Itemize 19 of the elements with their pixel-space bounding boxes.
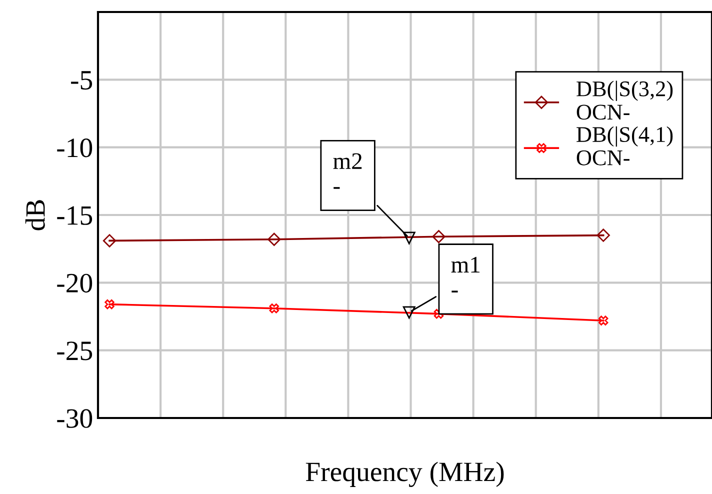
annotation: m2 - bbox=[333, 153, 362, 189]
point bbox=[432, 230, 446, 244]
point bbox=[269, 304, 279, 314]
y-tick-label: -25 bbox=[57, 342, 92, 360]
point bbox=[596, 228, 610, 242]
y-tick-label: -30 bbox=[57, 409, 92, 428]
legend-label: DB(|S(3,2) OCN- bbox=[576, 80, 673, 120]
point bbox=[104, 299, 114, 310]
annotation: m1 - bbox=[451, 256, 480, 292]
y-tick-label: -10 bbox=[57, 138, 92, 158]
y-tick-label: -20 bbox=[57, 274, 92, 293]
point bbox=[598, 316, 608, 326]
y-tick-label: -15 bbox=[57, 206, 92, 225]
y-tick-label: -5 bbox=[71, 71, 92, 90]
x-axis-title: Frequency (MHz) bbox=[306, 462, 504, 488]
point bbox=[102, 234, 116, 248]
legend-label: DB(|S(4,1) OCN- bbox=[576, 126, 673, 166]
point bbox=[268, 232, 281, 246]
y-axis-title: dB bbox=[25, 200, 45, 230]
